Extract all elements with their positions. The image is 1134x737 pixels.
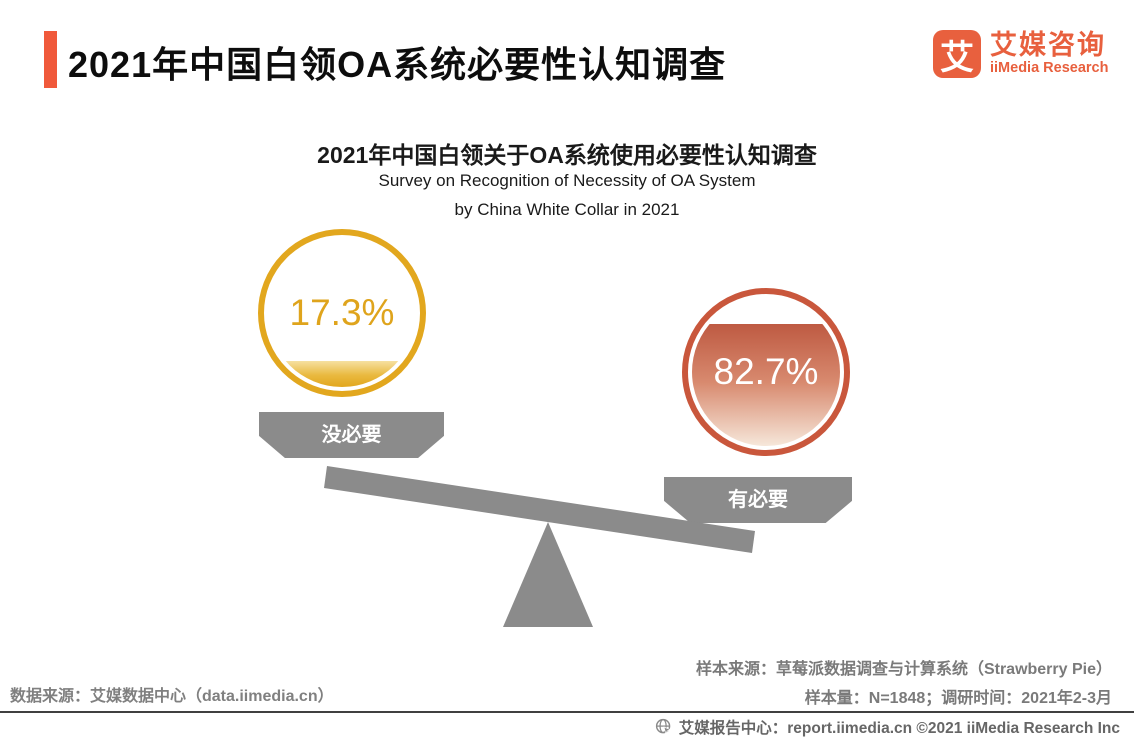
- logo-name-en: iiMedia Research: [990, 60, 1109, 76]
- gauge-necessary-inner: [692, 298, 840, 446]
- gauge-not-necessary-fill: [268, 361, 416, 387]
- footer-divider: [0, 711, 1134, 713]
- seesaw-graphic: [324, 466, 755, 627]
- gauge-not-necessary-inner: [268, 239, 416, 387]
- footer-credit: 艾媒报告中心：report.iimedia.cn ©2021 iiMedia R…: [655, 716, 1120, 737]
- gauge-necessary: 82.7%: [682, 288, 850, 456]
- data-source-note: 数据来源：艾媒数据中心（data.iimedia.cn）: [10, 688, 334, 705]
- chart-title: 2021年中国白领关于OA系统使用必要性认知调查: [317, 142, 817, 168]
- plate-label-not-necessary: 没必要: [259, 412, 444, 458]
- logo-name-cn: 艾媒咨询: [990, 30, 1106, 60]
- sample-source-note: 样本来源：草莓派数据调查与计算系统（Strawberry Pie）: [695, 661, 1112, 678]
- gauge-not-necessary: 17.3%: [258, 229, 426, 397]
- gauge-necessary-fill: [692, 323, 840, 446]
- seesaw-fulcrum-triangle: [503, 522, 593, 627]
- chart-subtitle-en-2: by China White Collar in 2021: [454, 200, 680, 219]
- footer-credit-text: 艾媒报告中心：report.iimedia.cn ©2021 iiMedia R…: [678, 720, 1120, 737]
- sample-info-note: 样本量：N=1848；调研时间：2021年2-3月: [804, 690, 1112, 707]
- plate-label-necessary: 有必要: [664, 477, 852, 523]
- title-accent-bar: [44, 31, 57, 88]
- gauge-necessary-value: 82.7%: [713, 351, 819, 392]
- page-title: 2021年中国白领OA系统必要性认知调查: [68, 44, 727, 85]
- gauge-not-necessary-value: 17.3%: [289, 292, 395, 333]
- seesaw-beam: [324, 466, 755, 553]
- iimedia-logo: 艾 艾媒咨询 iiMedia Research: [933, 30, 1118, 82]
- globe-cursor-icon: [655, 718, 673, 736]
- iimedia-logo-icon: 艾: [933, 30, 981, 78]
- chart-subtitle-en-1: Survey on Recognition of Necessity of OA…: [378, 171, 756, 190]
